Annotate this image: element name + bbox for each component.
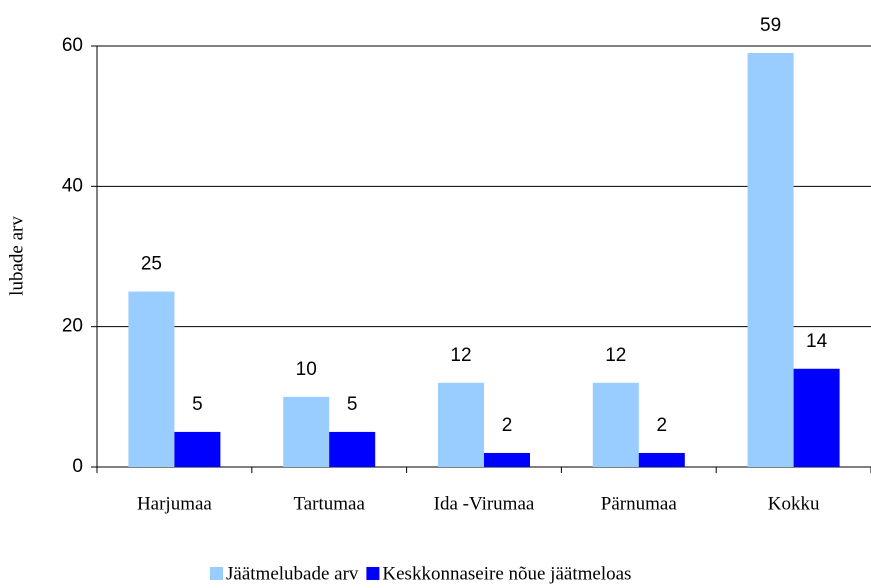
bar [793,368,840,467]
bar [128,291,175,467]
x-tick-label: Pärnumaa [601,493,678,514]
data-label: 5 [347,394,358,415]
y-tick-label: 60 [62,35,83,56]
legend-label: Jäätmelubade arv [226,563,359,584]
data-label: 10 [296,359,317,380]
legend-swatch [366,567,380,580]
x-tick-label: Ida -Virumaa [434,493,535,514]
data-label: 5 [192,394,203,415]
x-tick-label: Harjumaa [137,493,212,514]
y-tick-label: 40 [62,175,83,196]
x-tick-label: Kokku [768,493,820,514]
bar [283,396,330,467]
bar [174,431,221,467]
y-tick-label: 20 [62,316,83,337]
legend-swatch [210,567,223,580]
data-label: 25 [141,254,162,275]
y-tick-label: 0 [72,456,83,477]
data-label: 12 [450,345,471,366]
x-tick-label: Tartumaa [293,493,365,514]
y-axis-label: lubade arv [6,216,27,296]
data-label: 2 [657,415,668,436]
bar [484,452,530,467]
data-label: 59 [760,15,781,36]
bar [329,431,376,467]
data-label: 2 [502,415,513,436]
legend-label: Keskkonnaseire nõue jäätmeloas [382,563,631,584]
bar [592,382,639,467]
data-label: 14 [806,331,828,352]
data-label: 12 [605,345,626,366]
bar [438,382,484,467]
bar [638,452,685,467]
bar [747,53,794,468]
